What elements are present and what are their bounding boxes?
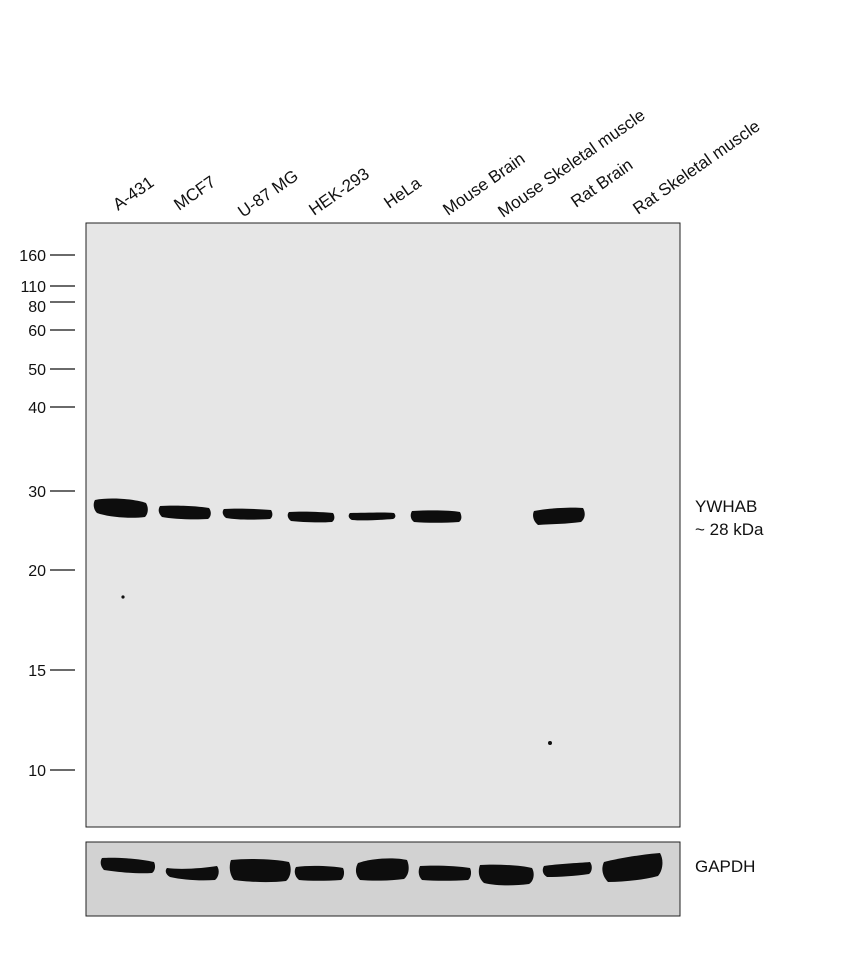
main-blot-panel <box>85 222 681 828</box>
loading-control-label: GAPDH <box>695 857 755 876</box>
band-ywhab-rat-brain <box>533 507 585 525</box>
target-size-label: ~ 28 kDa <box>695 520 764 539</box>
mw-label-160: 160 <box>19 248 46 265</box>
band-gapdh-hek293 <box>294 865 345 881</box>
lane-labels: A-431 MCF7 U-87 MG HEK-293 HeLa Mouse Br… <box>109 105 763 221</box>
mw-label-60: 60 <box>28 323 46 340</box>
mw-ladder: 160 110 80 60 50 40 30 20 15 10 <box>19 248 75 780</box>
band-ywhab-u87mg <box>222 508 273 520</box>
band-ywhab-a431 <box>93 498 148 518</box>
band-ywhab-hela <box>348 512 396 521</box>
band-gapdh-rat-skeletal-muscle <box>602 853 663 882</box>
mw-label-30: 30 <box>28 484 46 501</box>
mw-label-80: 80 <box>28 299 46 316</box>
lane-label-a431: A-431 <box>109 173 157 215</box>
membrane-speck <box>121 595 125 599</box>
membrane-speck <box>548 741 552 745</box>
band-gapdh-hela <box>355 858 409 881</box>
mw-label-50: 50 <box>28 362 46 379</box>
band-gapdh-rat-brain <box>542 862 592 877</box>
band-ywhab-mcf7 <box>158 505 211 520</box>
gapdh-bands <box>100 853 663 886</box>
mw-label-20: 20 <box>28 563 46 580</box>
lane-label-hek293: HEK-293 <box>305 164 372 219</box>
band-gapdh-u87mg <box>229 858 291 883</box>
mw-label-40: 40 <box>28 400 46 417</box>
lane-label-mcf7: MCF7 <box>170 172 219 214</box>
band-gapdh-a431 <box>100 857 156 874</box>
lane-label-u87mg: U-87 MG <box>234 166 301 221</box>
band-gapdh-mouse-skeletal-muscle <box>478 864 534 886</box>
mw-label-15: 15 <box>28 663 46 680</box>
band-gapdh-mcf7 <box>165 866 219 881</box>
band-gapdh-mouse-brain <box>418 865 472 881</box>
ywhab-bands <box>93 498 585 525</box>
lane-label-rat-skeletal-muscle: Rat Skeletal muscle <box>629 117 763 219</box>
mw-label-110: 110 <box>20 279 46 296</box>
band-ywhab-hek293 <box>287 511 335 523</box>
mw-label-10: 10 <box>28 763 46 780</box>
lane-label-hela: HeLa <box>380 173 425 212</box>
band-ywhab-mouse-brain <box>410 510 462 523</box>
target-name-label: YWHAB <box>695 497 757 516</box>
